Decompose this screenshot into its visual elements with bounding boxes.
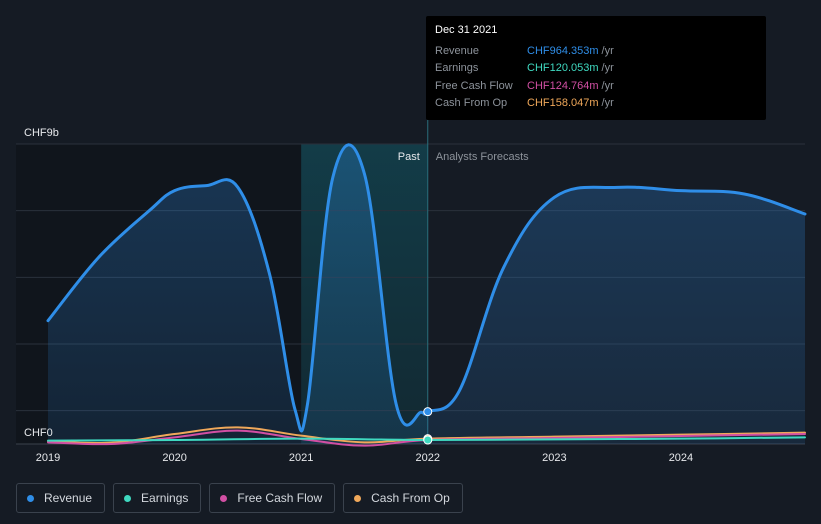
forecast-label: Analysts Forecasts [436, 151, 529, 163]
y-axis-top-label: CHF9b [24, 127, 59, 139]
legend-item-cash-from-op[interactable]: Cash From Op [343, 483, 463, 513]
revenue-line [46, 143, 807, 433]
x-tick-label: 2019 [36, 452, 60, 464]
revenue-area [48, 144, 805, 444]
cash-from-op-line [47, 426, 806, 445]
data-tooltip: Dec 31 2021 Revenue CHF964.353m/yr Earning… [426, 16, 766, 120]
revenue-marker [423, 407, 433, 417]
tooltip-value: CHF120.053m [527, 62, 599, 75]
x-tick-label: 2020 [162, 452, 186, 464]
x-tick-label: 2023 [542, 452, 566, 464]
legend-label: Free Cash Flow [237, 491, 323, 505]
legend-item-free-cash-flow[interactable]: Free Cash Flow [209, 483, 336, 513]
tooltip-unit: /yr [601, 97, 614, 110]
past-label: Past [398, 151, 420, 163]
legend-dot-icon [124, 494, 132, 502]
hover-markers [423, 407, 433, 445]
tooltip-label: Earnings [435, 62, 479, 75]
legend: Revenue Earnings Free Cash Flow Cash From O… [16, 483, 463, 513]
tooltip-row: Cash From Op CHF158.047m/yr [435, 95, 757, 113]
tooltip-unit: /yr [601, 44, 614, 57]
tooltip-row: Free Cash Flow CHF124.764m/yr [435, 77, 757, 95]
tooltip-label: Revenue [435, 44, 480, 57]
earnings-marker [423, 435, 433, 445]
tooltip-date: Dec 31 2021 [435, 24, 498, 36]
tooltip-unit: /yr [601, 62, 614, 75]
legend-item-revenue[interactable]: Revenue [16, 483, 106, 513]
legend-dot-icon [354, 494, 362, 502]
tooltip-value: CHF158.047m [527, 97, 599, 110]
x-tick-label: 2024 [669, 452, 693, 464]
legend-item-earnings[interactable]: Earnings [113, 483, 202, 513]
tooltip-value: CHF964.353m [527, 44, 599, 57]
tooltip-row: Revenue CHF964.353m/yr [435, 42, 757, 60]
legend-label: Cash From Op [371, 491, 450, 505]
tooltip-value: CHF124.764m [527, 79, 599, 92]
legend-dot-icon [27, 494, 34, 502]
x-tick-label: 2021 [289, 452, 313, 464]
legend-label: Earnings [141, 491, 189, 505]
tooltip-label: Cash From Op [435, 97, 508, 110]
x-axis-ticks: 2019 2020 2021 2022 2023 2024 [36, 452, 693, 464]
tooltip-unit: /yr [601, 79, 614, 92]
tooltip-row: Earnings CHF120.053m/yr [435, 60, 757, 78]
tooltip-label: Free Cash Flow [435, 79, 513, 92]
y-axis-bottom-label: CHF0 [24, 427, 53, 439]
free-cash-flow-line [47, 429, 806, 447]
legend-dot-icon [220, 494, 228, 502]
legend-label: Revenue [44, 491, 93, 505]
x-tick-label: 2022 [416, 452, 440, 464]
